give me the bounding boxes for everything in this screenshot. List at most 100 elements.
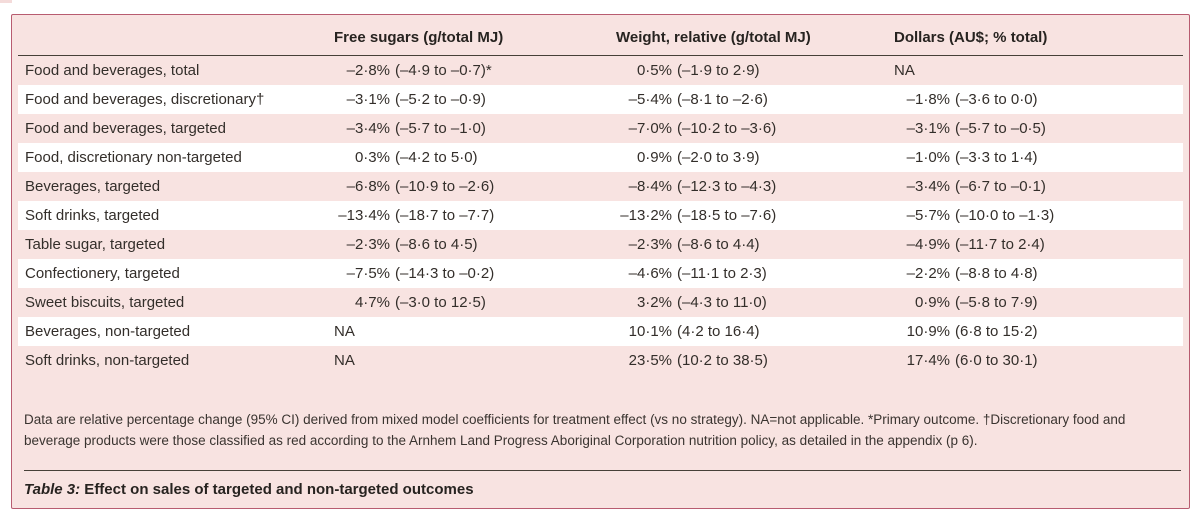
table-panel: Free sugars (g/total MJ) Weight, relative… — [11, 14, 1190, 509]
value-number: –7·5% — [346, 265, 390, 282]
table-row: Sweet biscuits, targeted 4·7% (–3·0 to 12·… — [18, 288, 1183, 317]
value-number: 3·2% — [636, 294, 672, 311]
value-confidence-interval: (–3·3 to 1·4) — [955, 149, 1038, 166]
value-cell-dollars: –1·0% (–3·3 to 1·4) — [894, 143, 1183, 172]
value-cell-dollars: 0·9% (–5·8 to 7·9) — [894, 288, 1183, 317]
column-header-free-sugars: Free sugars (g/total MJ) — [334, 15, 616, 56]
value-confidence-interval: (–10·2 to –3·6) — [677, 120, 777, 137]
value-cell-weight-relative: –2·3% (–8·6 to 4·4) — [616, 230, 894, 259]
value-number: 4·7% — [354, 294, 390, 311]
value-number: –3·1% — [906, 120, 950, 137]
value-number: 10·1% — [628, 323, 672, 340]
column-header-weight-relative: Weight, relative (g/total MJ) — [616, 15, 894, 56]
value-cell-dollars: –3·1% (–5·7 to –0·5) — [894, 114, 1183, 143]
value-cell-dollars: –5·7% (–10·0 to –1·3) — [894, 201, 1183, 230]
value-confidence-interval: (–8·8 to 4·8) — [955, 265, 1038, 282]
value-cell-free-sugars: –2·3% (–8·6 to 4·5) — [334, 230, 616, 259]
value-cell-weight-relative: –4·6% (–11·1 to 2·3) — [616, 259, 894, 288]
row-label-cell: Food and beverages, discretionary† — [25, 91, 265, 108]
value-number: –3·1% — [346, 91, 390, 108]
value-cell-weight-relative: –5·4% (–8·1 to –2·6) — [616, 85, 894, 114]
table-row: Food and beverages, discretionary† –3·1% (… — [18, 85, 1183, 114]
table-title: Effect on sales of targeted and non-targ… — [80, 481, 474, 498]
value-cell-free-sugars: –2·8% (–4·9 to –0·7)* — [334, 56, 616, 86]
value-number: –6·8% — [346, 178, 390, 195]
value-number: –2·2% — [906, 265, 950, 282]
value-cell-dollars: –4·9% (–11·7 to 2·4) — [894, 230, 1183, 259]
table-body: Food and beverages, total –2·8% (–4·9 to –… — [18, 56, 1183, 376]
value-number: –2·3% — [346, 236, 390, 253]
value-cell-dollars: 10·9% (6·8 to 15·2) — [894, 317, 1183, 346]
value-cell-dollars: –1·8% (–3·6 to 0·0) — [894, 85, 1183, 114]
value-number: 10·9% — [906, 323, 950, 340]
row-label-cell: Table sugar, targeted — [25, 236, 166, 253]
value-confidence-interval: (–10·0 to –1·3) — [955, 207, 1055, 224]
value-confidence-interval: (–5·8 to 7·9) — [955, 294, 1038, 311]
value-number: –4·6% — [628, 265, 672, 282]
row-label-cell: Sweet biscuits, targeted — [25, 294, 185, 311]
value-number: –3·4% — [346, 120, 390, 137]
value-cell-free-sugars: –3·4% (–5·7 to –1·0) — [334, 114, 616, 143]
value-number: 0·3% — [354, 149, 390, 166]
value-cell-free-sugars: –6·8% (–10·9 to –2·6) — [334, 172, 616, 201]
value-cell-weight-relative: –7·0% (–10·2 to –3·6) — [616, 114, 894, 143]
value-number: –5·4% — [628, 91, 672, 108]
row-label-cell: Food and beverages, total — [25, 62, 200, 79]
value-confidence-interval: (–12·3 to –4·3) — [677, 178, 777, 195]
results-table: Free sugars (g/total MJ) Weight, relative… — [18, 15, 1183, 375]
row-label-cell: Beverages, non-targeted — [25, 323, 191, 340]
value-confidence-interval: (–4·3 to 11·0) — [677, 294, 767, 311]
value-cell-weight-relative: 23·5% (10·2 to 38·5) — [616, 346, 894, 375]
value-confidence-interval: (–14·3 to –0·2) — [395, 265, 495, 282]
value-number: –1·0% — [906, 149, 950, 166]
value-confidence-interval: (–11·7 to 2·4) — [955, 236, 1045, 253]
value-number: 0·9% — [636, 149, 672, 166]
value-number: –3·4% — [906, 178, 950, 195]
value-confidence-interval: (6·8 to 15·2) — [955, 323, 1038, 340]
column-header-row-label — [18, 15, 334, 56]
value-number: 17·4% — [906, 352, 950, 369]
value-confidence-interval: (–10·9 to –2·6) — [395, 178, 495, 195]
value-cell-free-sugars: 4·7% (–3·0 to 12·5) — [334, 288, 616, 317]
table-row: Table sugar, targeted –2·3% (–8·6 to 4·5) –… — [18, 230, 1183, 259]
value-confidence-interval: (4·2 to 16·4) — [677, 323, 760, 340]
value-number: 0·9% — [914, 294, 950, 311]
value-number: –5·7% — [906, 207, 950, 224]
value-cell-dollars: –3·4% (–6·7 to –0·1) — [894, 172, 1183, 201]
value-number: –13·2% — [620, 207, 672, 224]
value-confidence-interval: (–8·6 to 4·4) — [677, 236, 760, 253]
table-row: Beverages, non-targeted NA 10·1% (4·2 to 16… — [18, 317, 1183, 346]
value-number: –8·4% — [628, 178, 672, 195]
value-confidence-interval: (–18·7 to –7·7) — [395, 207, 495, 224]
value-confidence-interval: (–11·1 to 2·3) — [677, 265, 767, 282]
row-label-cell: Beverages, targeted — [25, 178, 161, 195]
value-number: 0·5% — [636, 62, 672, 79]
table-caption: Table 3: Effect on sales of targeted and… — [24, 481, 1177, 498]
value-number: –2·8% — [346, 62, 390, 79]
value-cell-free-sugars: –7·5% (–14·3 to –0·2) — [334, 259, 616, 288]
row-label-cell: Soft drinks, targeted — [25, 207, 160, 224]
value-cell-weight-relative: 0·9% (–2·0 to 3·9) — [616, 143, 894, 172]
value-confidence-interval: (–8·6 to 4·5) — [395, 236, 478, 253]
table-footnote: Data are relative percentage change (95%… — [24, 412, 1126, 448]
value-cell-dollars: –2·2% (–8·8 to 4·8) — [894, 259, 1183, 288]
value-number: –1·8% — [906, 91, 950, 108]
table-row: Food and beverages, total –2·8% (–4·9 to –… — [18, 56, 1183, 86]
row-label-cell: Confectionery, targeted — [25, 265, 180, 282]
column-header-dollars: Dollars (AU$; % total) — [894, 15, 1183, 56]
value-confidence-interval: (–5·2 to –0·9) — [395, 91, 486, 108]
value-number: –2·3% — [628, 236, 672, 253]
value-cell-weight-relative: 10·1% (4·2 to 16·4) — [616, 317, 894, 346]
row-label-cell: Food, discretionary non-targeted — [25, 149, 242, 166]
value-confidence-interval: (–2·0 to 3·9) — [677, 149, 760, 166]
value-confidence-interval: (–3·6 to 0·0) — [955, 91, 1038, 108]
table-number-label: Table 3: — [24, 481, 81, 498]
value-confidence-interval: (–4·2 to 5·0) — [395, 149, 478, 166]
value-confidence-interval: (10·2 to 38·5) — [677, 352, 768, 369]
table-header-row: Free sugars (g/total MJ) Weight, relative… — [18, 15, 1183, 56]
value-cell-weight-relative: 3·2% (–4·3 to 11·0) — [616, 288, 894, 317]
value-confidence-interval: (–1·9 to 2·9) — [677, 62, 760, 79]
row-label-cell: Soft drinks, non-targeted — [25, 352, 190, 369]
value-cell-free-sugars: NA — [334, 323, 355, 340]
value-cell-free-sugars: –13·4% (–18·7 to –7·7) — [334, 201, 616, 230]
